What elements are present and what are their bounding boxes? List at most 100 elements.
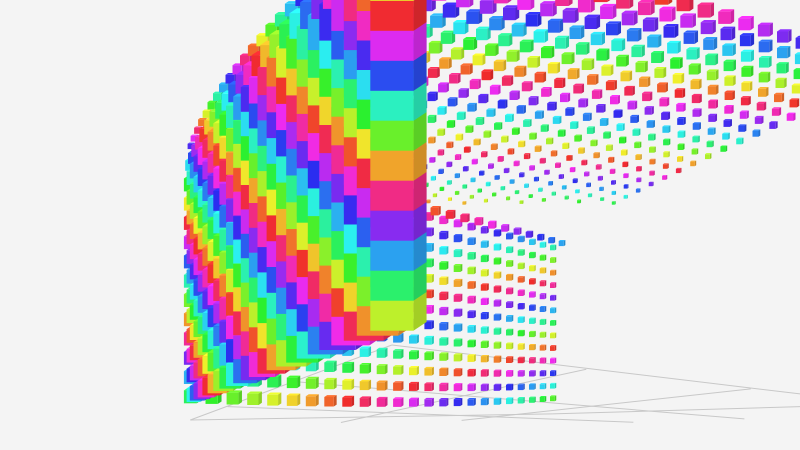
cube-front-face bbox=[590, 34, 602, 46]
voxel-cube bbox=[545, 137, 554, 145]
cube-front-face bbox=[506, 384, 512, 391]
voxel-cube bbox=[609, 95, 620, 105]
cube-top-face bbox=[453, 234, 463, 236]
cube-top-face bbox=[663, 138, 671, 140]
voxel-cube bbox=[616, 54, 629, 67]
cube-side-face bbox=[401, 333, 404, 343]
cube-side-face bbox=[696, 47, 700, 60]
cube-top-face bbox=[597, 175, 603, 177]
voxel-cube bbox=[424, 382, 434, 392]
grid-line bbox=[340, 368, 587, 423]
cube-top-face bbox=[524, 183, 529, 185]
cube-side-face bbox=[626, 194, 628, 199]
cube-front-face bbox=[539, 158, 545, 164]
voxel-cube bbox=[424, 273, 434, 283]
voxel-cube bbox=[639, 76, 651, 87]
cube-front-face bbox=[795, 37, 800, 49]
voxel-cube bbox=[586, 126, 595, 134]
cube-front-face bbox=[550, 346, 555, 351]
cube-side-face bbox=[469, 146, 471, 153]
cube-side-face bbox=[427, 50, 431, 63]
cube-front-face bbox=[582, 114, 590, 121]
cube-front-face bbox=[467, 238, 474, 245]
cube-top-face bbox=[493, 299, 502, 301]
cube-side-face bbox=[523, 105, 526, 114]
voxel-cube bbox=[644, 106, 654, 115]
cube-top-face bbox=[547, 62, 561, 64]
cube-front-face bbox=[430, 176, 435, 181]
cube-top-face bbox=[586, 126, 595, 128]
cube-front-face bbox=[550, 245, 555, 251]
cube-top-face bbox=[605, 21, 622, 24]
cube-top-face bbox=[528, 304, 536, 306]
cube-top-face bbox=[595, 164, 602, 166]
cube-front-face bbox=[466, 11, 479, 24]
voxel-cube bbox=[475, 116, 485, 125]
cube-side-face bbox=[541, 110, 544, 119]
voxel-cube bbox=[566, 155, 573, 161]
cube-front-face bbox=[581, 60, 592, 70]
cube-top-face bbox=[677, 130, 686, 132]
voxel-cube bbox=[692, 135, 700, 143]
cube-front-face bbox=[611, 201, 615, 205]
cube-side-face bbox=[512, 148, 515, 155]
voxel-cube bbox=[528, 396, 536, 403]
voxel-cube bbox=[631, 44, 645, 58]
cube-top-face bbox=[582, 112, 592, 115]
cube-front-face bbox=[506, 357, 512, 363]
cube-top-face bbox=[469, 194, 474, 196]
cube-side-face bbox=[548, 169, 550, 175]
voxel-cube bbox=[527, 55, 541, 68]
cube-front-face bbox=[632, 129, 639, 136]
cube-side-face bbox=[511, 246, 514, 254]
cube-side-face bbox=[567, 92, 571, 103]
voxel-cube bbox=[267, 392, 282, 406]
cube-side-face bbox=[725, 145, 728, 152]
cube-side-face bbox=[442, 149, 445, 156]
voxel-cube bbox=[550, 150, 558, 157]
cube-front-face bbox=[370, 0, 414, 1]
cube-front-face bbox=[724, 92, 733, 100]
cube-top-face bbox=[649, 146, 656, 148]
cube-side-face bbox=[511, 315, 514, 322]
voxel-cube bbox=[741, 65, 754, 77]
voxel-cube bbox=[584, 171, 590, 177]
cube-front-face bbox=[708, 115, 716, 122]
voxel-cube bbox=[562, 7, 579, 23]
cube-front-face bbox=[481, 152, 486, 158]
cube-top-face bbox=[642, 91, 653, 94]
cube-top-face bbox=[690, 78, 702, 81]
voxel-cube bbox=[613, 109, 623, 118]
cube-side-face bbox=[522, 200, 524, 204]
cube-top-face bbox=[517, 329, 525, 331]
voxel-cube bbox=[480, 312, 489, 320]
cube-side-face bbox=[499, 271, 502, 279]
cube-side-face bbox=[692, 13, 696, 28]
cube-front-face bbox=[534, 73, 544, 83]
voxel-cube bbox=[786, 112, 796, 121]
cube-side-face bbox=[683, 102, 686, 112]
cube-front-face bbox=[324, 362, 334, 372]
cube-top-face bbox=[777, 45, 791, 49]
voxel-cube bbox=[528, 370, 536, 377]
cube-front-face bbox=[488, 164, 493, 169]
cube-side-face bbox=[473, 295, 476, 304]
cube-front-face bbox=[455, 134, 462, 141]
voxel-cube bbox=[453, 308, 463, 317]
cube-side-face bbox=[413, 0, 415, 1]
cube-side-face bbox=[481, 217, 484, 226]
cube-top-face bbox=[549, 269, 557, 271]
cube-front-face bbox=[472, 55, 483, 66]
cube-top-face bbox=[567, 68, 580, 70]
cube-top-face bbox=[528, 96, 539, 98]
cube-front-face bbox=[454, 174, 459, 179]
cube-side-face bbox=[601, 31, 605, 46]
cube-top-face bbox=[646, 120, 655, 122]
cube-front-face bbox=[605, 145, 612, 151]
voxel-cube bbox=[503, 5, 520, 21]
cube-side-face bbox=[694, 160, 697, 167]
cube-top-face bbox=[557, 129, 566, 131]
voxel-cube bbox=[424, 366, 434, 376]
voxel-cube bbox=[564, 195, 569, 200]
cube-top-face bbox=[480, 297, 489, 299]
